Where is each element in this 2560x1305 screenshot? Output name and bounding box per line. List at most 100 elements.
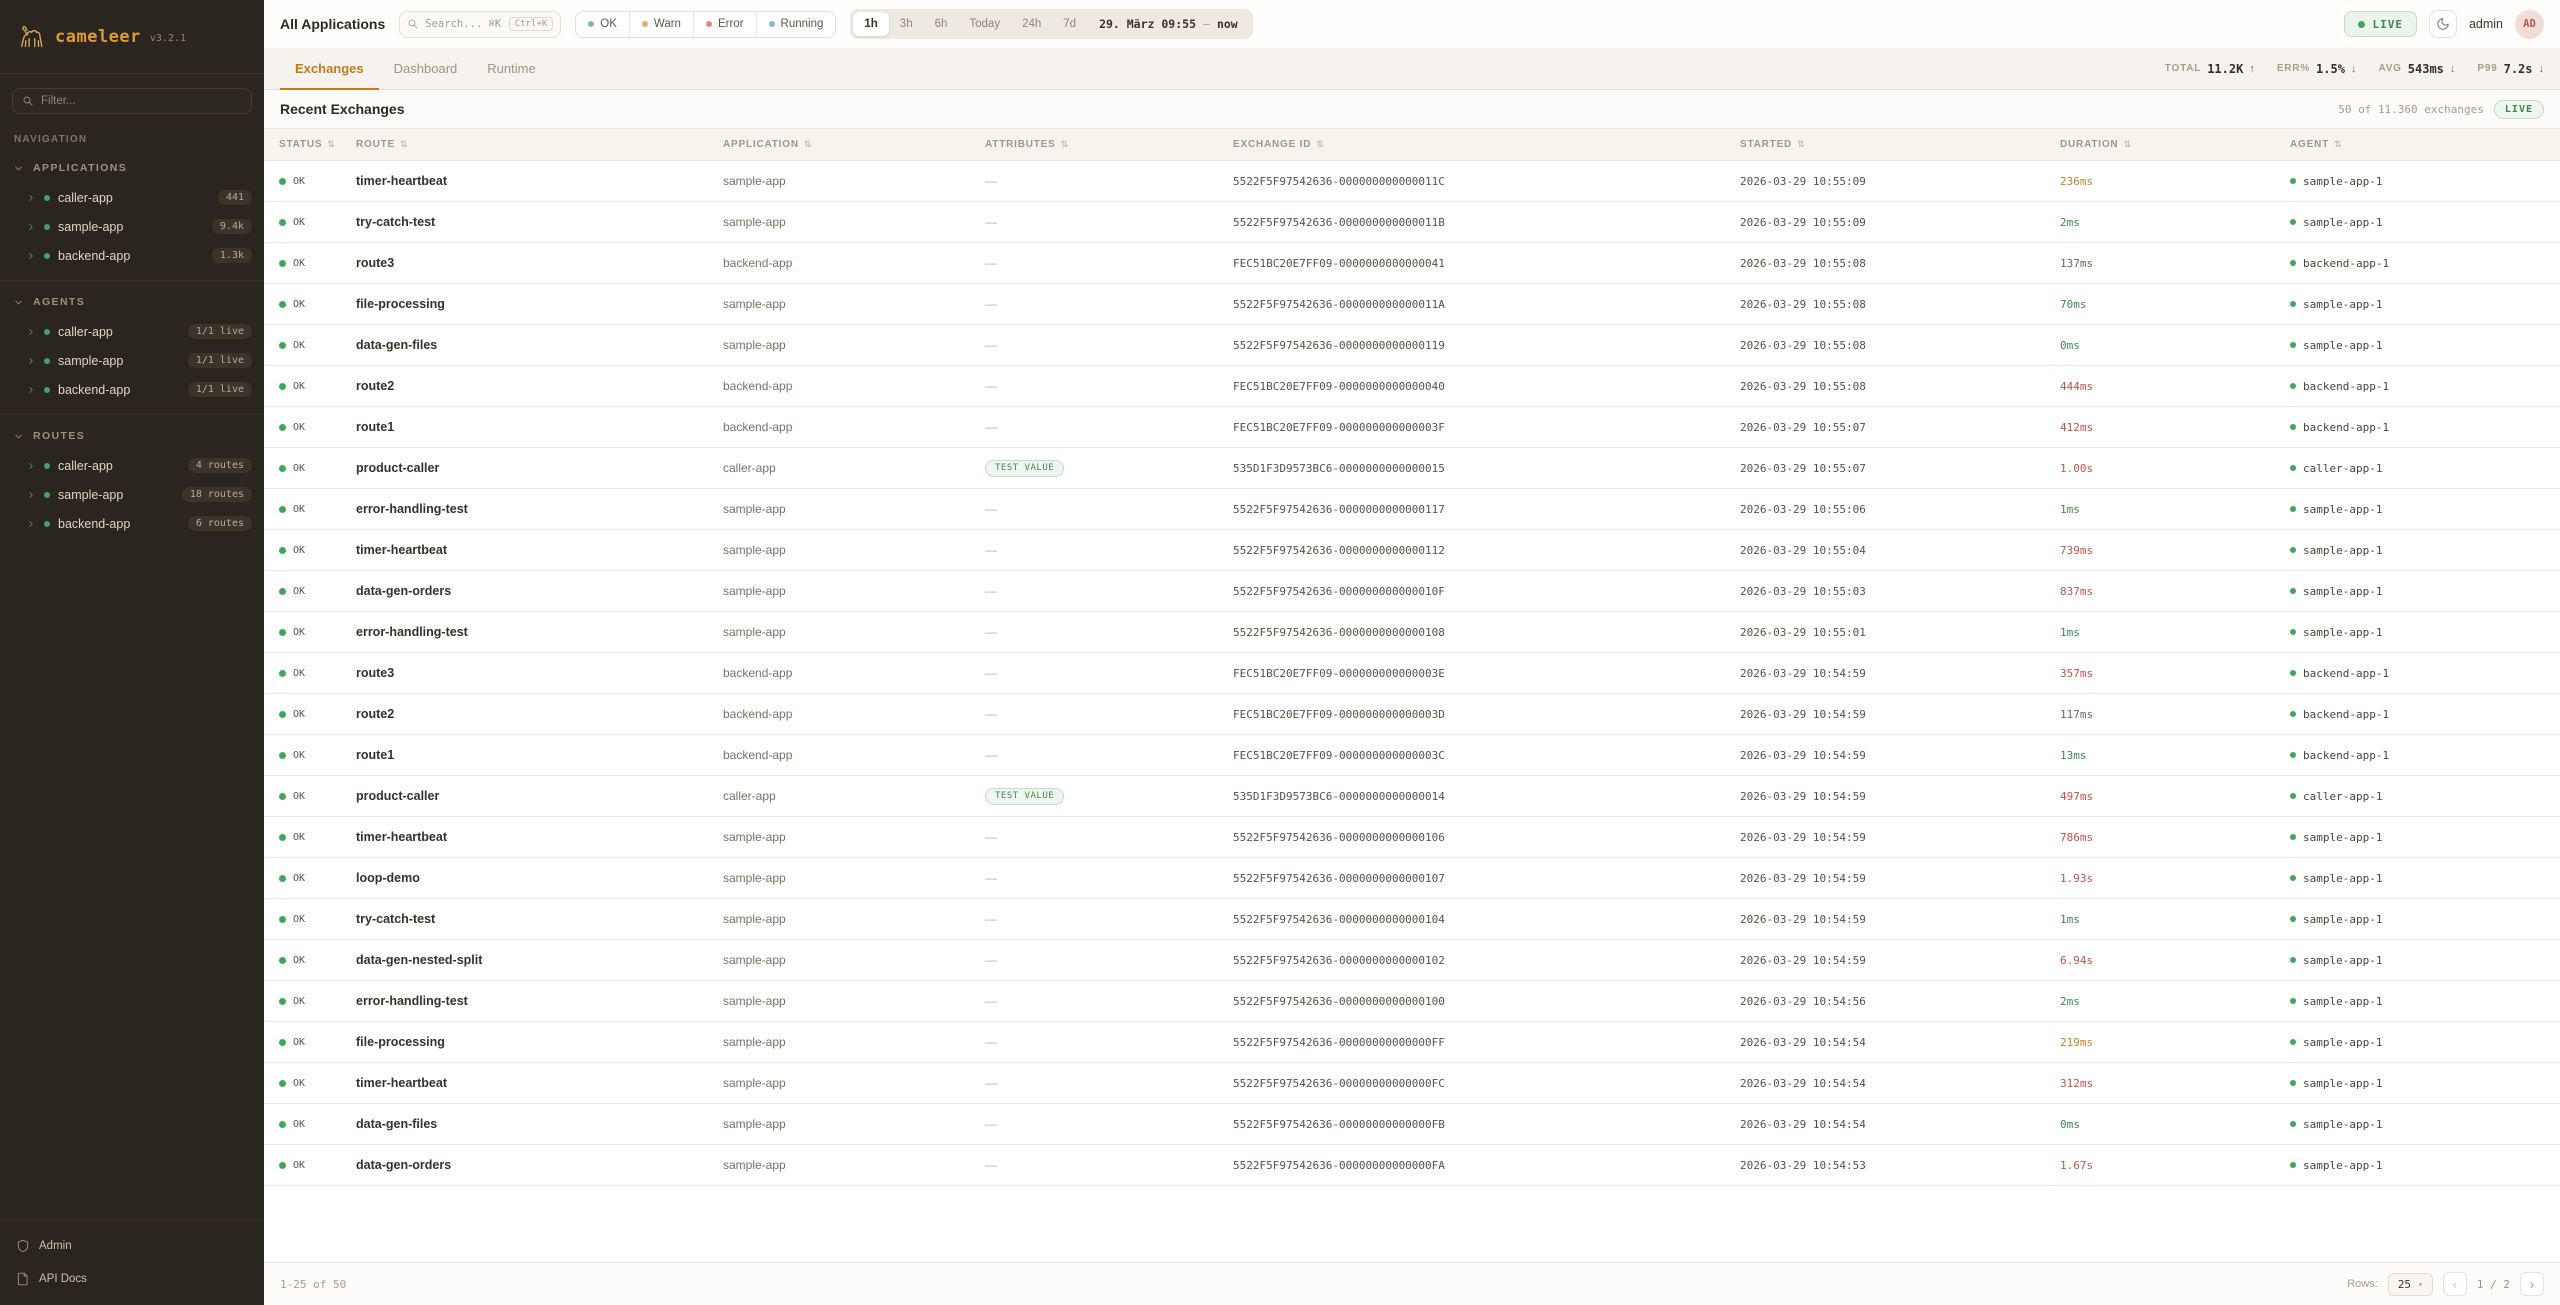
sidebar-item-admin[interactable]: Admin bbox=[0, 1229, 264, 1262]
time-range-1h[interactable]: 1h bbox=[853, 12, 889, 36]
sort-icon: ⇅ bbox=[2334, 139, 2343, 149]
agent-cell: backend-app-1 bbox=[2290, 421, 2545, 434]
row-route: route3 bbox=[356, 256, 395, 270]
row-agent: sample-app-1 bbox=[2303, 1158, 2383, 1172]
agent-status-dot bbox=[2290, 1121, 2296, 1127]
sidebar-item-sample-app[interactable]: sample-app 9.4k bbox=[0, 212, 264, 241]
table-row[interactable]: OK route2 backend-app — FEC51BC20E7FF09-… bbox=[264, 366, 2560, 407]
table-row[interactable]: OK route2 backend-app — FEC51BC20E7FF09-… bbox=[264, 694, 2560, 735]
row-status: OK bbox=[293, 421, 306, 433]
attributes-cell: — bbox=[985, 215, 1233, 229]
agent-cell: sample-app-1 bbox=[2290, 503, 2545, 516]
table-row[interactable]: OK timer-heartbeat sample-app — 5522F5F9… bbox=[264, 1063, 2560, 1104]
table-row[interactable]: OK data-gen-files sample-app — 5522F5F97… bbox=[264, 325, 2560, 366]
sidebar-item-sample-app[interactable]: sample-app 18 routes bbox=[0, 480, 264, 509]
sidebar-item-backend-app[interactable]: backend-app 6 routes bbox=[0, 509, 264, 538]
time-range-today[interactable]: Today bbox=[958, 12, 1011, 36]
date-range-display[interactable]: 29. März 09:55 — now bbox=[1087, 17, 1250, 31]
status-filter-running[interactable]: Running bbox=[755, 11, 836, 37]
ok-status-dot bbox=[279, 1120, 286, 1128]
attributes-cell: — bbox=[985, 953, 1233, 967]
time-range-24h[interactable]: 24h bbox=[1011, 12, 1052, 36]
rows-per-page-label: Rows: bbox=[2347, 1278, 2378, 1290]
column-label: DURATION bbox=[2060, 139, 2119, 150]
table-row[interactable]: OK route1 backend-app — FEC51BC20E7FF09-… bbox=[264, 407, 2560, 448]
sidebar-filter-input[interactable] bbox=[41, 95, 242, 107]
nav-section-items: caller-app 4 routes sample-app 18 routes… bbox=[0, 451, 264, 538]
sidebar-item-sample-app[interactable]: sample-app 1/1 live bbox=[0, 346, 264, 375]
row-agent: sample-app-1 bbox=[2303, 625, 2383, 639]
search-input[interactable] bbox=[425, 18, 503, 30]
table-row[interactable]: OK product-caller caller-app TEST VALUE … bbox=[264, 776, 2560, 817]
table-row[interactable]: OK try-catch-test sample-app — 5522F5F97… bbox=[264, 899, 2560, 940]
row-route: data-gen-orders bbox=[356, 584, 452, 598]
table-row[interactable]: OK file-processing sample-app — 5522F5F9… bbox=[264, 284, 2560, 325]
column-header-route[interactable]: ROUTE ⇅ bbox=[356, 139, 723, 150]
logo[interactable]: cameleer v3.2.1 bbox=[0, 0, 264, 74]
sidebar-item-backend-app[interactable]: backend-app 1.3k bbox=[0, 241, 264, 270]
tab-exchanges[interactable]: Exchanges bbox=[280, 48, 379, 90]
theme-toggle-button[interactable] bbox=[2428, 10, 2457, 38]
row-application: caller-app bbox=[723, 461, 776, 475]
table-row[interactable]: OK data-gen-orders sample-app — 5522F5F9… bbox=[264, 571, 2560, 612]
avatar[interactable]: AD bbox=[2515, 9, 2544, 39]
nav-section-header[interactable]: APPLICATIONS bbox=[0, 153, 264, 183]
sidebar-item-backend-app[interactable]: backend-app 1/1 live bbox=[0, 375, 264, 404]
status-filter-error[interactable]: Error bbox=[692, 11, 756, 37]
status-filter-warn[interactable]: Warn bbox=[628, 11, 693, 37]
attributes-cell: TEST VALUE bbox=[985, 787, 1233, 805]
row-route: timer-heartbeat bbox=[356, 830, 447, 844]
column-header-agent[interactable]: AGENT ⇅ bbox=[2290, 139, 2545, 150]
table-row[interactable]: OK route3 backend-app — FEC51BC20E7FF09-… bbox=[264, 653, 2560, 694]
row-exchange-id: 5522F5F97542636-000000000000011B bbox=[1233, 215, 1445, 229]
tab-dashboard[interactable]: Dashboard bbox=[379, 48, 473, 90]
table-row[interactable]: OK product-caller caller-app TEST VALUE … bbox=[264, 448, 2560, 489]
status-dot bbox=[44, 252, 50, 259]
sort-icon: ⇅ bbox=[1060, 139, 1069, 149]
time-range-3h[interactable]: 3h bbox=[889, 12, 924, 36]
table-row[interactable]: OK file-processing sample-app — 5522F5F9… bbox=[264, 1022, 2560, 1063]
table-row[interactable]: OK error-handling-test sample-app — 5522… bbox=[264, 489, 2560, 530]
column-header-attributes[interactable]: ATTRIBUTES ⇅ bbox=[985, 139, 1233, 150]
table-row[interactable]: OK data-gen-files sample-app — 5522F5F97… bbox=[264, 1104, 2560, 1145]
ok-status-dot bbox=[279, 915, 286, 923]
sidebar-item-caller-app[interactable]: caller-app 441 bbox=[0, 183, 264, 212]
agent-status-dot bbox=[2290, 1162, 2296, 1168]
sidebar-item-api-docs[interactable]: API Docs bbox=[0, 1262, 264, 1295]
table-row[interactable]: OK route3 backend-app — FEC51BC20E7FF09-… bbox=[264, 243, 2560, 284]
table-row[interactable]: OK route1 backend-app — FEC51BC20E7FF09-… bbox=[264, 735, 2560, 776]
time-range-6h[interactable]: 6h bbox=[924, 12, 959, 36]
table-row[interactable]: OK timer-heartbeat sample-app — 5522F5F9… bbox=[264, 530, 2560, 571]
document-icon bbox=[17, 1272, 28, 1285]
nav-section-header[interactable]: ROUTES bbox=[0, 421, 264, 451]
nav-section-header[interactable]: AGENTS bbox=[0, 287, 264, 317]
rows-per-page-select[interactable]: 25 ▾ bbox=[2387, 1272, 2433, 1296]
column-header-exchange-id[interactable]: EXCHANGE ID ⇅ bbox=[1233, 139, 1740, 150]
status-filter-ok[interactable]: OK bbox=[576, 12, 629, 37]
next-page-button[interactable]: › bbox=[2520, 1272, 2544, 1296]
table-row[interactable]: OK error-handling-test sample-app — 5522… bbox=[264, 612, 2560, 653]
table-row[interactable]: OK timer-heartbeat sample-app — 5522F5F9… bbox=[264, 161, 2560, 202]
column-header-status[interactable]: STATUS ⇅ bbox=[279, 139, 356, 150]
chevron-right-icon bbox=[29, 386, 33, 393]
sidebar-item-caller-app[interactable]: caller-app 1/1 live bbox=[0, 317, 264, 346]
previous-page-button[interactable]: ‹ bbox=[2442, 1272, 2467, 1296]
tab-runtime[interactable]: Runtime bbox=[472, 48, 550, 90]
table-row[interactable]: OK error-handling-test sample-app — 5522… bbox=[264, 981, 2560, 1022]
column-header-application[interactable]: APPLICATION ⇅ bbox=[723, 139, 985, 150]
table-row[interactable]: OK loop-demo sample-app — 5522F5F9754263… bbox=[264, 858, 2560, 899]
sidebar-item-caller-app[interactable]: caller-app 4 routes bbox=[0, 451, 264, 480]
time-range-7d[interactable]: 7d bbox=[1052, 12, 1087, 36]
live-toggle-button[interactable]: LIVE bbox=[2344, 11, 2417, 37]
column-header-started[interactable]: STARTED ⇅ bbox=[1740, 139, 2060, 150]
app-name: cameleer bbox=[55, 26, 141, 47]
table-row[interactable]: OK data-gen-orders sample-app — 5522F5F9… bbox=[264, 1145, 2560, 1186]
row-agent: sample-app-1 bbox=[2303, 1035, 2383, 1049]
row-status: OK bbox=[293, 380, 306, 392]
table-row[interactable]: OK try-catch-test sample-app — 5522F5F97… bbox=[264, 202, 2560, 243]
column-header-duration[interactable]: DURATION ⇅ bbox=[2060, 139, 2290, 150]
table-row[interactable]: OK data-gen-nested-split sample-app — 55… bbox=[264, 940, 2560, 981]
agent-cell: sample-app-1 bbox=[2290, 216, 2545, 229]
agent-cell: backend-app-1 bbox=[2290, 380, 2545, 393]
table-row[interactable]: OK timer-heartbeat sample-app — 5522F5F9… bbox=[264, 817, 2560, 858]
